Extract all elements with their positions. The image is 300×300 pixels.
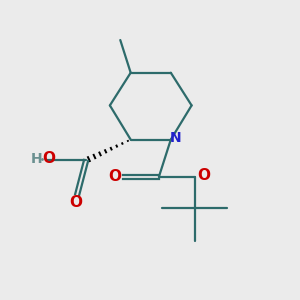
Text: O: O	[42, 152, 56, 166]
Text: O: O	[108, 169, 122, 184]
Text: O: O	[69, 194, 82, 209]
Text: O: O	[198, 168, 211, 183]
Text: H: H	[30, 152, 42, 166]
Text: N: N	[169, 131, 181, 145]
